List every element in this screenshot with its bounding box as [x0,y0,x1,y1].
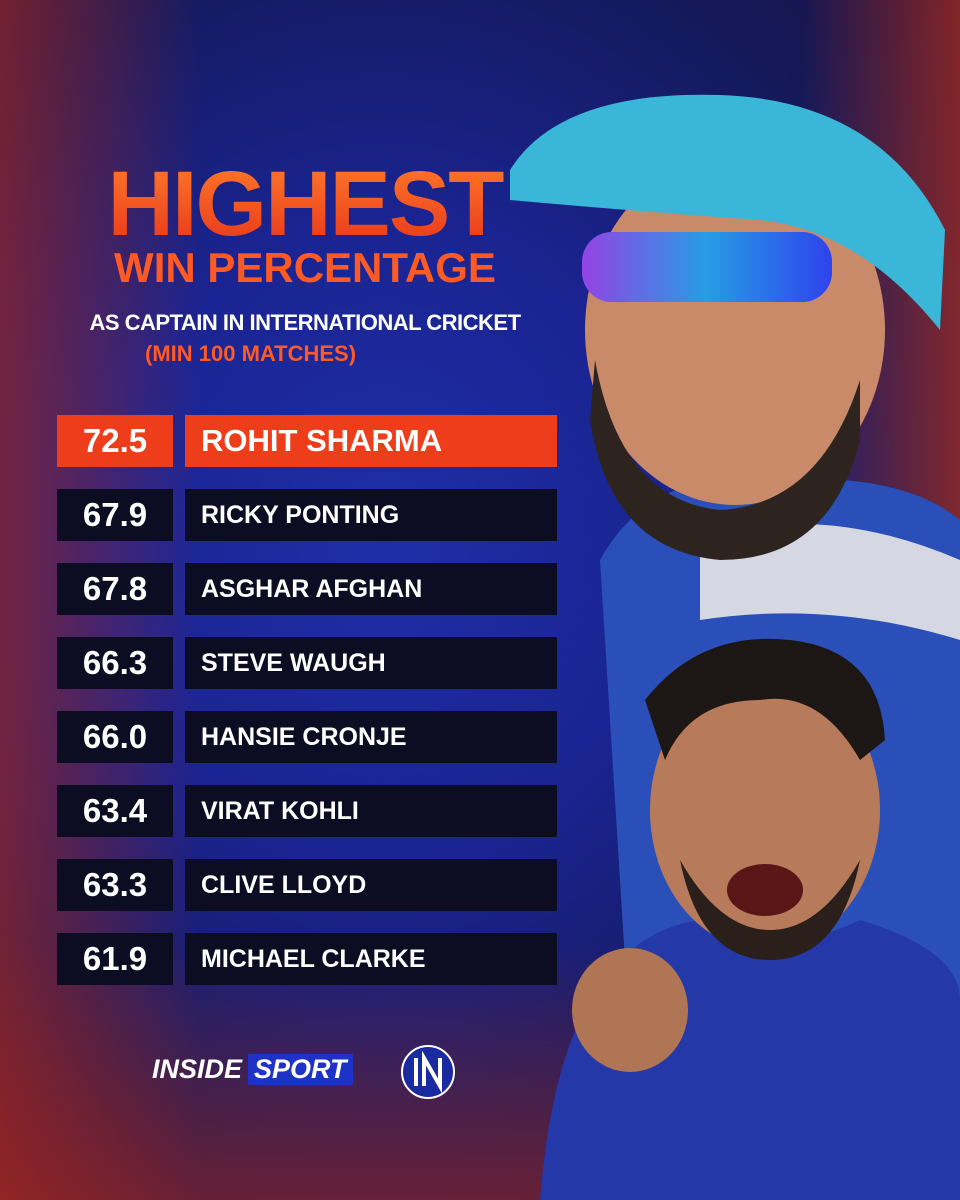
captain-name: RICKY PONTING [185,489,557,541]
subtitle: AS CAPTAIN IN INTERNATIONAL CRICKET [89,310,521,335]
win-percentage: 72.5 [57,415,173,467]
captain-name: HANSIE CRONJE [185,711,557,763]
brand-word: SPORT [248,1054,353,1085]
title-line-2: WIN PERCENTAGE [114,244,496,291]
beard-2 [680,860,860,960]
beard [590,360,860,560]
win-percentage: 66.3 [57,637,173,689]
win-percentage: 63.4 [57,785,173,837]
captain-name: VIRAT KOHLI [185,785,557,837]
sunglasses-shine [582,232,832,302]
captain-name: ASGHAR AFGHAN [185,563,557,615]
win-percentage: 67.8 [57,563,173,615]
captain-name: ROHIT SHARMA [185,415,557,467]
captain-name: CLIVE LLOYD [185,859,557,911]
logo [401,1045,455,1099]
mouth [727,864,803,916]
win-percentage: 66.0 [57,711,173,763]
captain-name: STEVE WAUGH [185,637,557,689]
win-percentage: 63.3 [57,859,173,911]
brand-word: INSIDE [152,1054,243,1084]
fist [572,948,688,1072]
face-2 [650,670,880,950]
win-percentage: 61.9 [57,933,173,985]
captain-name: MICHAEL CLARKE [185,933,557,985]
title: HIGHEST [0,158,610,250]
logo-mark [414,1050,442,1094]
win-percentage: 67.9 [57,489,173,541]
cap [510,94,945,331]
note: (MIN 100 MATCHES) [145,341,357,366]
brand: INSIDE SPORT [152,1054,353,1085]
hair [645,638,885,760]
